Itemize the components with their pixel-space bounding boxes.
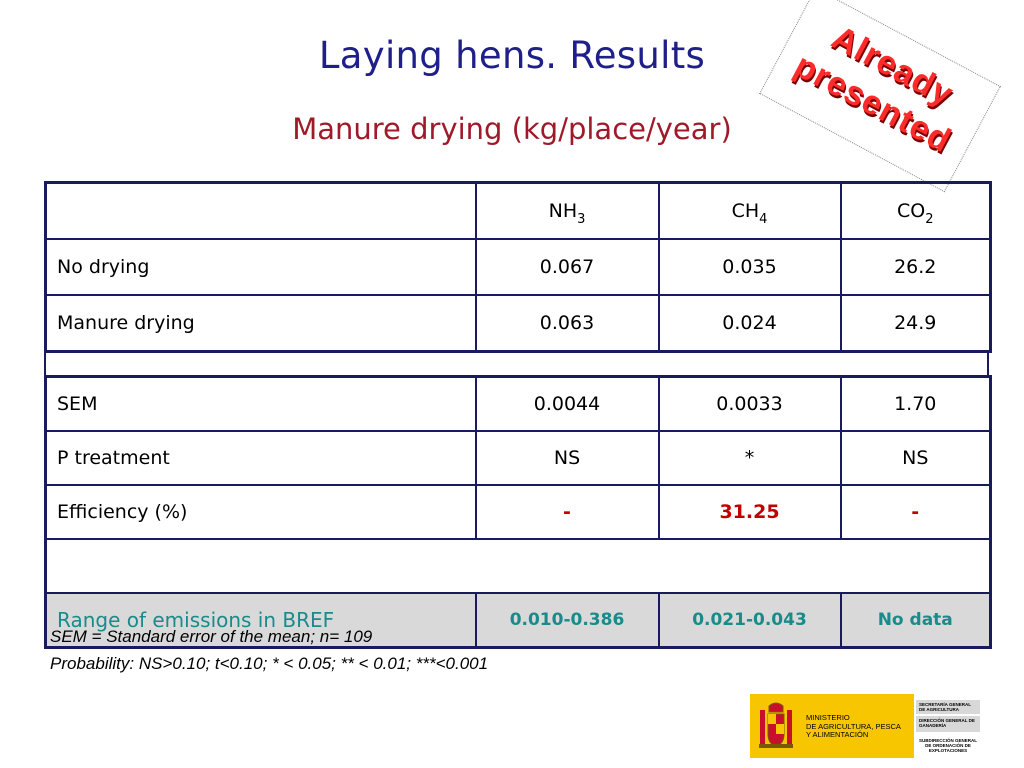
cell-nh3: 0.0044 [474, 375, 660, 432]
table-spacer [44, 351, 989, 375]
header-co2-main: CO [896, 200, 926, 222]
ministry-line-2: DE AGRICULTURA, PESCA [806, 721, 901, 731]
header-ch4: CH4 [657, 181, 842, 240]
logo-subdirectorate: SUBDIRECCIÓN GENERAL DE ORDENACIÓN DE EX… [916, 736, 980, 756]
row-label: No drying [44, 238, 477, 296]
logo-directorate: DIRECCIÓN GENERAL DE GANADERÍA [916, 716, 980, 732]
cell-co2: 1.70 [839, 375, 992, 432]
slide-subtitle: Manure drying (kg/place/year) [292, 112, 732, 146]
ministry-name: MINISTERIO DE AGRICULTURA, PESCA Y ALIME… [806, 713, 901, 740]
row-label: P treatment [44, 430, 477, 486]
cell-ch4: 31.25 [657, 484, 842, 540]
cell-co2: NS [839, 430, 992, 486]
row-label: SEM [44, 375, 477, 432]
cell-nh3: 0.063 [474, 294, 660, 353]
footnote-sem: SEM = Standard error of the mean; n= 109 [50, 627, 373, 646]
header-co2-sub: 2 [925, 212, 934, 227]
header-co2: CO2 [839, 181, 992, 240]
cell-ch4: * [657, 430, 842, 486]
table-gap-row [44, 538, 992, 594]
cell-co2: 26.2 [839, 238, 992, 296]
stats-table: SEM 0.0044 0.0033 1.70 P treatment NS * … [44, 375, 992, 649]
header-nh3-main: NH [548, 200, 578, 222]
row-label: Efficiency (%) [44, 484, 477, 540]
gap-cell [44, 538, 992, 594]
bref-row: Range of emissions in BREF 0.010-0.386 0… [44, 592, 992, 649]
cell-co2: 24.9 [839, 294, 992, 353]
table-row: P treatment NS * NS [44, 430, 992, 486]
coat-of-arms-icon [759, 702, 793, 748]
table-row: No drying 0.067 0.035 26.2 [44, 238, 992, 296]
cell-co2: - [839, 484, 992, 540]
table-row: SEM 0.0044 0.0033 1.70 [44, 375, 992, 432]
footnote-probability: Probability: NS>0.10; t<0.10; * < 0.05; … [50, 654, 489, 673]
already-presented-stamp: Already presented [759, 0, 1001, 193]
table-row: Efficiency (%) - 31.25 - [44, 484, 992, 540]
logo-yellow-panel: MINISTERIO DE AGRICULTURA, PESCA Y ALIME… [750, 694, 914, 758]
table-row: Manure drying 0.063 0.024 24.9 [44, 294, 992, 353]
cell-nh3: NS [474, 430, 660, 486]
cell-ch4: 0.0033 [657, 375, 842, 432]
header-empty-cell [44, 181, 477, 240]
header-nh3: NH3 [474, 181, 660, 240]
bref-label: Range of emissions in BREF [44, 592, 477, 649]
header-ch4-main: CH [731, 200, 760, 222]
bref-nh3: 0.010-0.386 [474, 592, 660, 649]
cell-ch4: 0.024 [657, 294, 842, 353]
ministry-line-3: Y ALIMENTACIÓN [806, 730, 869, 739]
slide-title: Laying hens. Results [318, 34, 706, 77]
header-nh3-sub: 3 [577, 212, 586, 227]
table-header-row: NH3 CH4 CO2 [44, 181, 992, 240]
cell-ch4: 0.035 [657, 238, 842, 296]
logo-secretariat: SECRETARÍA GENERAL DE AGRICULTURA [916, 700, 980, 714]
header-ch4-sub: 4 [759, 212, 768, 227]
logo-grey-panel: SECRETARÍA GENERAL DE AGRICULTURA DIRECC… [916, 694, 980, 758]
ministry-logo: MINISTERIO DE AGRICULTURA, PESCA Y ALIME… [750, 694, 980, 758]
results-table: NH3 CH4 CO2 No drying 0.067 0.035 26.2 M… [44, 181, 992, 353]
bref-ch4: 0.021-0.043 [657, 592, 842, 649]
bref-co2: No data [839, 592, 992, 649]
cell-nh3: 0.067 [474, 238, 660, 296]
row-label: Manure drying [44, 294, 477, 353]
cell-nh3: - [474, 484, 660, 540]
ministry-line-1: MINISTERIO [806, 713, 850, 722]
